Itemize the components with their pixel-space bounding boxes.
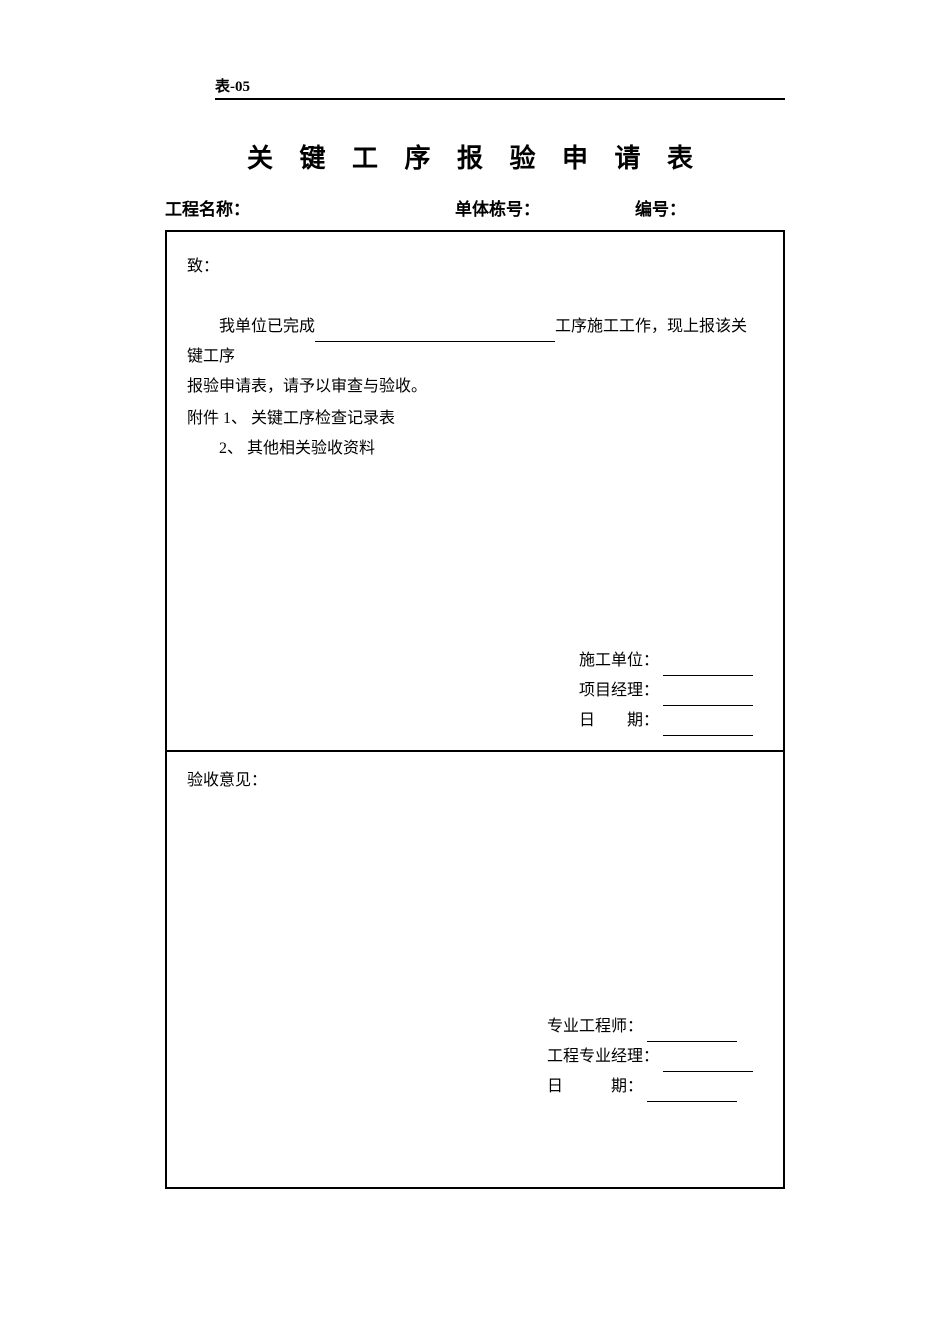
date-row-top: 日 期： [579,706,753,736]
building-number-label: 单体栋号： [455,195,635,220]
date-label-top: 日 期： [579,712,659,729]
attachment-item-1: 附件 1、 关键工序检查记录表 [187,404,763,434]
document-page: 表-05 关 键 工 序 报 验 申 请 表 工程名称： 单体栋号： 编号： 致… [165,75,785,1189]
engineer-blank[interactable] [647,1022,737,1042]
application-section: 致： 我单位已完成工序施工工作，现上报该关键工序 报验申请表，请予以审查与验收。… [167,232,783,752]
attachment-list: 附件 1、 关键工序检查记录表 2、 其他相关验收资料 [187,404,763,464]
form-number: 表-05 [215,79,250,95]
form-box: 致： 我单位已完成工序施工工作，现上报该关键工序 报验申请表，请予以审查与验收。… [165,230,785,1189]
engineer-row: 专业工程师： [547,1012,753,1042]
construction-unit-blank[interactable] [663,656,753,676]
acceptance-section: 验收意见： 专业工程师： 工程专业经理： 日 期： [167,752,783,1187]
date-label-bottom: 日 期： [547,1078,643,1095]
pro-manager-blank[interactable] [663,1052,753,1072]
acceptance-opinion-label: 验收意见： [187,766,763,796]
body-line2: 报验申请表，请予以审查与验收。 [187,372,763,402]
engineer-label: 专业工程师： [547,1018,643,1035]
project-manager-row: 项目经理： [579,676,753,706]
reviewer-signature-block: 专业工程师： 工程专业经理： 日 期： [547,1012,753,1102]
date-row-bottom: 日 期： [547,1072,753,1102]
project-manager-blank[interactable] [663,686,753,706]
attachment-item-2-text: 2、 其他相关验收资料 [219,440,375,457]
to-label: 致： [187,252,763,282]
date-blank-bottom[interactable] [647,1082,737,1102]
pro-manager-row: 工程专业经理： [547,1042,753,1072]
document-title: 关 键 工 序 报 验 申 请 表 [165,138,785,175]
applicant-signature-block: 施工单位： 项目经理： 日 期： [579,646,753,736]
project-manager-label: 项目经理： [579,682,659,699]
pro-manager-label: 工程专业经理： [547,1048,659,1065]
body-paragraph: 我单位已完成工序施工工作，现上报该关键工序 [187,312,763,372]
body-prefix: 我单位已完成 [219,318,315,335]
construction-unit-label: 施工单位： [579,652,659,669]
serial-number-label: 编号： [635,195,785,220]
form-number-row: 表-05 [215,75,785,100]
header-row: 工程名称： 单体栋号： 编号： [165,195,785,220]
construction-unit-row: 施工单位： [579,646,753,676]
process-name-blank[interactable] [315,322,555,342]
date-blank-top[interactable] [663,716,753,736]
project-name-label: 工程名称： [165,195,455,220]
attachment-item-2: 2、 其他相关验收资料 [187,434,763,464]
